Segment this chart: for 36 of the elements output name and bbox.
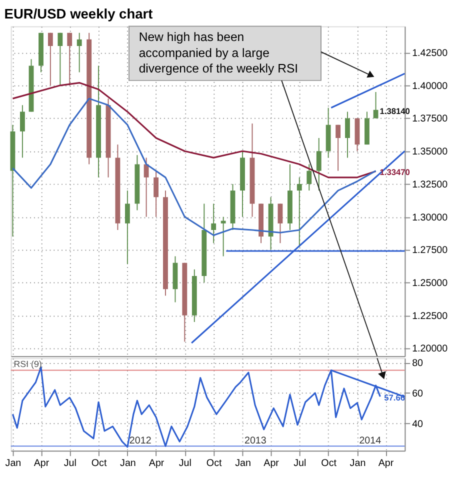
data-label: 1.33470 bbox=[380, 167, 410, 178]
text: 1.38140 bbox=[380, 106, 410, 116]
y-tick-label: 40 bbox=[412, 418, 424, 430]
x-tick-label: Jan bbox=[350, 458, 366, 469]
x-tick-label: Apr bbox=[34, 458, 50, 469]
annotation: 2014 bbox=[359, 435, 382, 446]
y-tick-label: 1.27500 bbox=[412, 245, 448, 256]
y-tick-label: 60 bbox=[412, 388, 424, 400]
x-tick-label: Jan bbox=[120, 458, 136, 469]
y-tick-label: 1.25000 bbox=[412, 278, 448, 289]
y-tick-label: 1.30000 bbox=[412, 212, 448, 224]
x-tick-label: Jul bbox=[294, 458, 306, 469]
x-tick-label: Oct bbox=[321, 458, 337, 469]
data-label: 57.66 bbox=[384, 392, 406, 403]
y-tick-label: 1.37500 bbox=[412, 114, 448, 125]
series-label: RSI (9) bbox=[14, 358, 42, 369]
x-tick-label: Oct bbox=[91, 458, 107, 469]
y-tick-label: 1.20000 bbox=[412, 344, 448, 355]
y-tick-label: 1.40000 bbox=[412, 80, 448, 92]
x-tick-label: Apr bbox=[264, 458, 280, 469]
x-tick-label: Oct bbox=[206, 458, 222, 469]
y-tick-label: 80 bbox=[412, 358, 424, 370]
x-tick-label: Jul bbox=[178, 458, 192, 469]
y-tick-label: 1.35000 bbox=[412, 146, 448, 158]
y-tick-label: 1.32500 bbox=[412, 179, 448, 190]
x-tick-label: Jan bbox=[235, 458, 251, 469]
x-tick-label: Jul bbox=[64, 458, 76, 469]
y-tick-label: 1.22500 bbox=[412, 310, 448, 322]
y-tick-label: 1.42500 bbox=[412, 48, 448, 60]
x-tick-label: Apr bbox=[148, 458, 165, 469]
chart-title: EUR/USD weekly chart bbox=[4, 6, 154, 22]
annotation: New high has been accompanied by a large divergence of the weekly RSI bbox=[138, 30, 298, 76]
annotation: 2012 bbox=[129, 435, 152, 446]
annotation: 2013 bbox=[244, 435, 267, 446]
x-tick-label: Apr bbox=[378, 458, 394, 469]
x-tick-label: Jan bbox=[5, 458, 22, 469]
